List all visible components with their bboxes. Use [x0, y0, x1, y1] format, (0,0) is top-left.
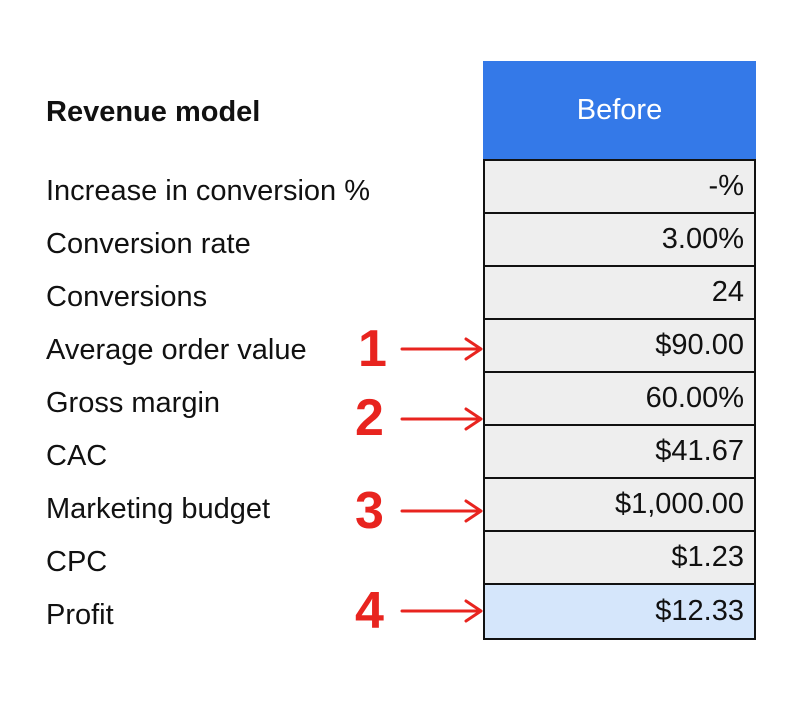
value-cell-conversions: 24: [485, 267, 754, 320]
row-label-cac: CAC: [46, 440, 108, 472]
row-label-cpc: CPC: [46, 546, 108, 578]
annotation-number-1: 1: [358, 320, 387, 378]
revenue-model-title: Revenue model: [46, 96, 261, 128]
row-label-gross-margin: Gross margin: [46, 387, 221, 419]
annotation-arrow-2-icon: [400, 407, 483, 431]
annotation-arrow-1-icon: [400, 337, 483, 361]
before-column-header: Before: [483, 61, 756, 159]
annotation-arrow-4-icon: [400, 599, 483, 623]
annotation-arrow-3-icon: [400, 499, 483, 523]
value-cell-marketing-budget: $1,000.00: [485, 479, 754, 532]
values-grid: -% 3.00% 24 $90.00 60.00% $41.67 $1,000.…: [483, 159, 756, 640]
row-label-profit: Profit: [46, 599, 114, 631]
value-cell-profit: $12.33: [485, 585, 754, 638]
value-cell-cpc: $1.23: [485, 532, 754, 585]
annotation-number-3: 3: [355, 482, 384, 540]
row-label-marketing-budget: Marketing budget: [46, 493, 271, 525]
value-cell-conversion-rate: 3.00%: [485, 214, 754, 267]
value-cell-average-order-value: $90.00: [485, 320, 754, 373]
row-label-conversions: Conversions: [46, 281, 208, 313]
annotation-number-4: 4: [355, 582, 384, 640]
value-cell-cac: $41.67: [485, 426, 754, 479]
row-label-average-order-value: Average order value: [46, 334, 307, 366]
row-label-conversion-rate: Conversion rate: [46, 228, 251, 260]
row-label-increase-in-conversion: Increase in conversion %: [46, 175, 370, 207]
value-cell-gross-margin: 60.00%: [485, 373, 754, 426]
value-cell-increase-in-conversion: -%: [485, 161, 754, 214]
annotation-number-2: 2: [355, 389, 384, 447]
